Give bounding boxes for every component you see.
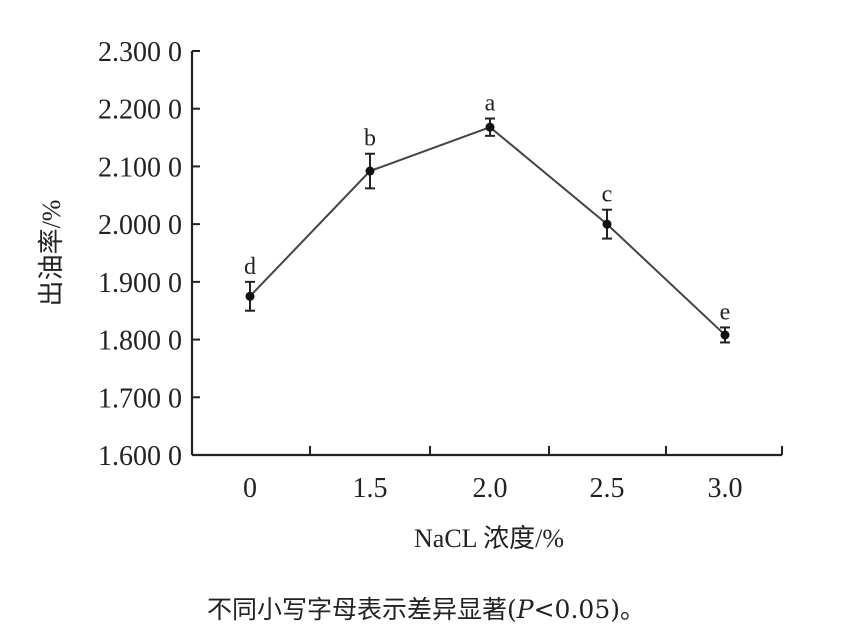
data-point xyxy=(485,122,495,132)
data-point xyxy=(365,166,375,176)
data-point xyxy=(245,291,255,301)
x-tick-label: 2.5 xyxy=(590,473,625,504)
plot-area: d b a c e xyxy=(244,91,731,344)
y-tick-label: 2.100 0 xyxy=(98,152,182,183)
data-point xyxy=(720,330,730,340)
x-tick-label: 3.0 xyxy=(708,473,743,504)
caption-prefix: 不同小写字母表示差异显著( xyxy=(207,595,517,624)
y-tick-label: 2.000 0 xyxy=(98,210,182,241)
caption-suffix: <0.05)。 xyxy=(533,595,645,624)
y-tick-label: 1.900 0 xyxy=(98,268,182,299)
y-axis-title: 出油率/% xyxy=(37,200,66,307)
y-tick-label: 1.600 0 xyxy=(98,441,182,472)
series-line xyxy=(249,126,726,336)
y-tick-label: 1.800 0 xyxy=(98,326,182,357)
x-tick-label: 0 xyxy=(243,473,257,504)
x-tick-label: 2.0 xyxy=(473,473,508,504)
significance-label: e xyxy=(720,299,731,325)
significance-label: a xyxy=(485,91,496,117)
caption-p-symbol: P xyxy=(516,595,534,624)
oil-yield-chart: 1.600 0 1.700 0 1.800 0 1.900 0 2.000 0 2.100… xyxy=(37,37,783,553)
axes: 1.600 0 1.700 0 1.800 0 1.900 0 2.000 0 2.100… xyxy=(98,37,783,504)
y-tick-label: 2.200 0 xyxy=(98,95,182,126)
x-tick-label: 1.5 xyxy=(353,473,388,504)
significance-label: c xyxy=(602,182,613,208)
data-point xyxy=(602,219,612,229)
figure-caption: 不同小写字母表示差异显著(P<0.05)。 xyxy=(0,590,852,626)
significance-label: d xyxy=(244,254,256,280)
y-tick-label: 1.700 0 xyxy=(98,383,182,414)
y-tick-label: 2.300 0 xyxy=(98,37,182,68)
significance-label: b xyxy=(364,126,376,152)
x-axis-title: NaCL 浓度/% xyxy=(414,524,564,553)
